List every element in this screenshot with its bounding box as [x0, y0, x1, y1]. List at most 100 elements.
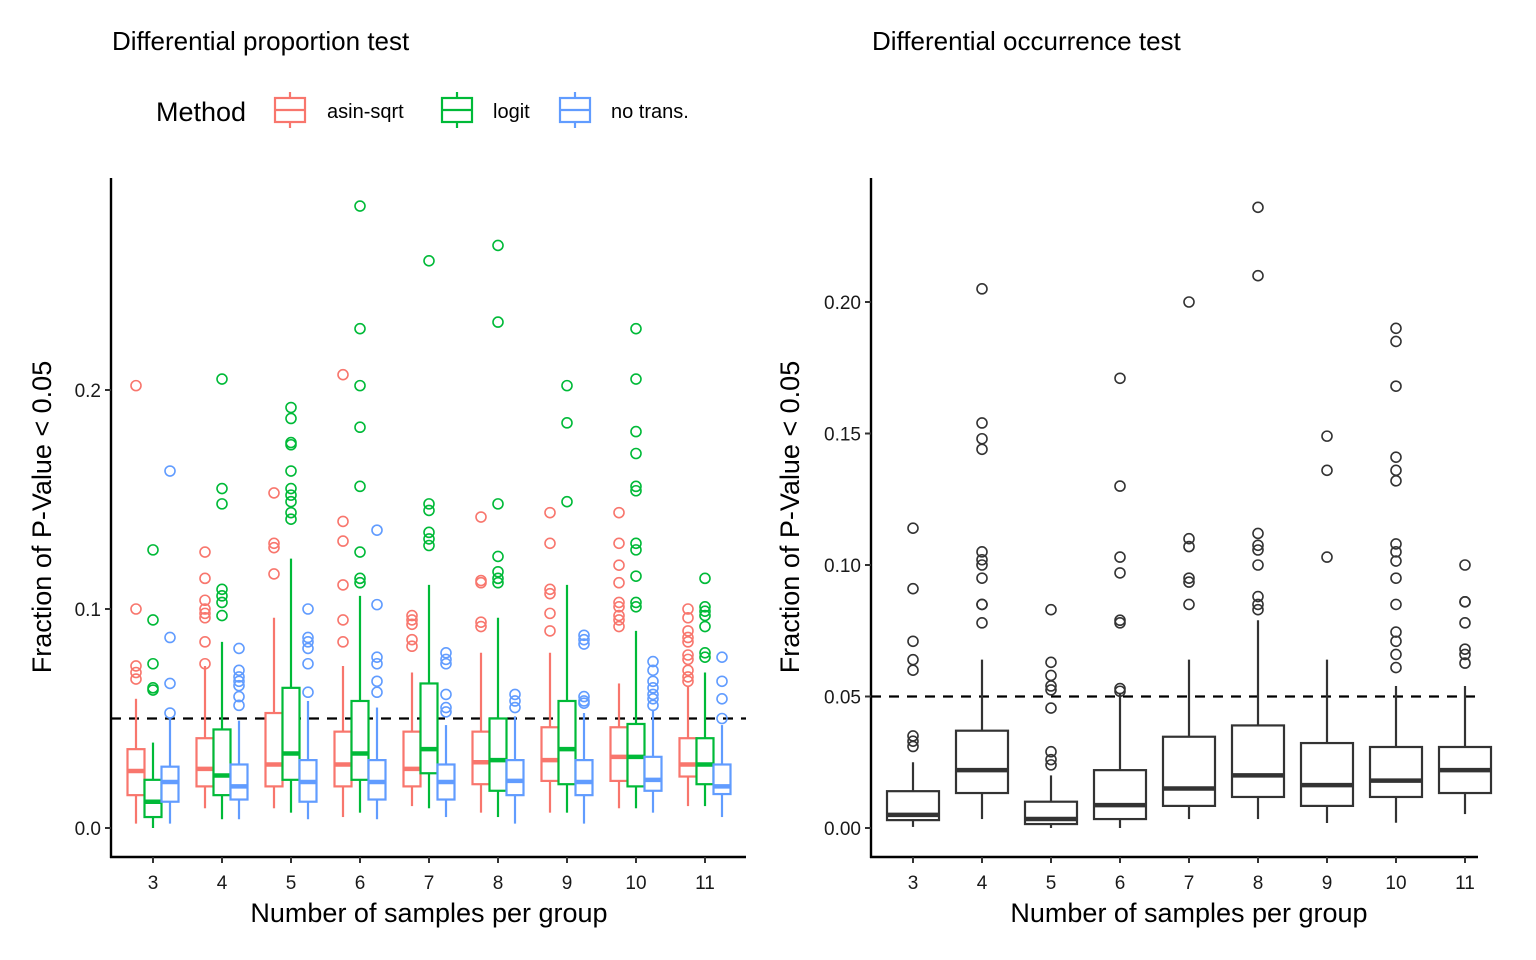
outlier-point: [423, 539, 435, 552]
outlier-point: [1459, 657, 1471, 669]
outlier-point: [1045, 745, 1057, 758]
outlier-point: [907, 735, 919, 748]
outlier-point: [354, 480, 366, 493]
legend-title: Method: [156, 97, 246, 127]
outlier-point: [699, 601, 711, 613]
outlier-point: [1114, 567, 1126, 579]
outlier-point: [1390, 451, 1402, 463]
x-tick-label: 11: [1455, 873, 1475, 894]
outlier-point: [509, 695, 521, 707]
x-tick-label: 3: [908, 873, 919, 894]
box-no-trans-4: [229, 642, 249, 820]
outlier-point: [216, 609, 228, 622]
box-iqr: [954, 729, 1010, 795]
outlier-point: [1390, 380, 1402, 392]
outlier-point: [716, 692, 728, 705]
box-iqr: [281, 686, 301, 781]
box-occurrence-9: [1299, 430, 1355, 824]
box-asin-sqrt-8: [471, 511, 491, 813]
x-tick-label: 6: [1115, 873, 1126, 894]
outlier-point: [1183, 576, 1195, 588]
plot-area-proportion: 0.0 0.1 0.2 3 4 5 6 7 8 9 10 11: [75, 178, 746, 894]
outlier-point: [1045, 603, 1057, 616]
box-iqr: [143, 778, 163, 819]
box-occurrence-3: [885, 522, 941, 827]
outlier-point: [1045, 669, 1057, 682]
legend-label-logit: logit: [493, 101, 530, 123]
outlier-point: [130, 603, 142, 615]
outlier-point: [976, 572, 988, 584]
outlier-point: [337, 535, 349, 547]
box-iqr: [1230, 724, 1286, 799]
outlier-point: [371, 598, 383, 611]
y-tick-label: 0.2: [75, 381, 101, 402]
box-no-trans-7: [436, 646, 456, 818]
outlier-point: [1390, 661, 1402, 674]
outlier-point: [216, 373, 228, 385]
outlier-point: [492, 550, 504, 563]
box-occurrence-7: [1161, 296, 1217, 820]
box-logit-5: [281, 401, 301, 813]
outlier-point: [1390, 626, 1402, 638]
outlier-point: [682, 675, 694, 688]
outlier-point: [1045, 684, 1057, 696]
outlier-point: [630, 544, 642, 556]
outlier-point: [1045, 702, 1057, 714]
outlier-point: [371, 686, 383, 699]
outlier-point: [699, 609, 711, 622]
outlier-point: [354, 546, 366, 558]
outlier-point: [630, 484, 642, 497]
box-logit-9: [557, 379, 577, 813]
box-occurrence-8: [1230, 201, 1286, 820]
y-tick-label: 0.1: [75, 600, 101, 621]
outlier-point: [578, 690, 590, 703]
outlier-point: [976, 617, 988, 629]
outlier-point: [371, 657, 383, 670]
outlier-point: [354, 200, 366, 212]
outlier-point: [406, 633, 418, 646]
outlier-point: [1459, 617, 1471, 629]
x-tick-label: 11: [695, 873, 715, 894]
outlier-point: [630, 373, 642, 385]
outlier-point: [1114, 682, 1126, 695]
box-no-trans-9: [574, 629, 594, 824]
outlier-point: [682, 653, 694, 666]
outlier-point: [354, 421, 366, 434]
outlier-point: [285, 401, 297, 414]
box-asin-sqrt-7: [402, 609, 422, 807]
outlier-point: [907, 730, 919, 742]
box-logit-6: [350, 200, 370, 813]
box-iqr: [1161, 735, 1217, 808]
outlier-point: [613, 620, 625, 633]
box-no-trans-11: [712, 651, 732, 818]
outlier-point: [699, 651, 711, 663]
outlier-point: [233, 675, 245, 688]
box-logit-3: [143, 544, 163, 828]
outlier-point: [699, 620, 711, 633]
outlier-point: [976, 432, 988, 445]
outlier-point: [130, 666, 142, 679]
outlier-point: [285, 436, 297, 449]
box-iqr: [488, 717, 508, 792]
outlier-point: [976, 546, 988, 558]
outlier-point: [1183, 540, 1195, 553]
outlier-point: [1252, 539, 1264, 552]
box-iqr: [229, 763, 249, 801]
outlier-point: [337, 368, 349, 381]
outlier-point: [216, 596, 228, 609]
box-iqr: [643, 755, 663, 792]
x-axis-title-proportion: Number of samples per group: [250, 898, 607, 928]
outlier-point: [1390, 598, 1402, 611]
outlier-point: [285, 482, 297, 495]
outlier-point: [630, 480, 642, 493]
outlier-point: [976, 559, 988, 571]
outlier-point: [578, 638, 590, 650]
outlier-point: [199, 572, 211, 585]
outlier-point: [492, 316, 504, 328]
outlier-point: [337, 614, 349, 626]
box-logit-7: [419, 254, 439, 809]
outlier-point: [613, 576, 625, 589]
outlier-point: [699, 605, 711, 617]
outlier-point: [544, 537, 556, 550]
outlier-point: [199, 611, 211, 624]
